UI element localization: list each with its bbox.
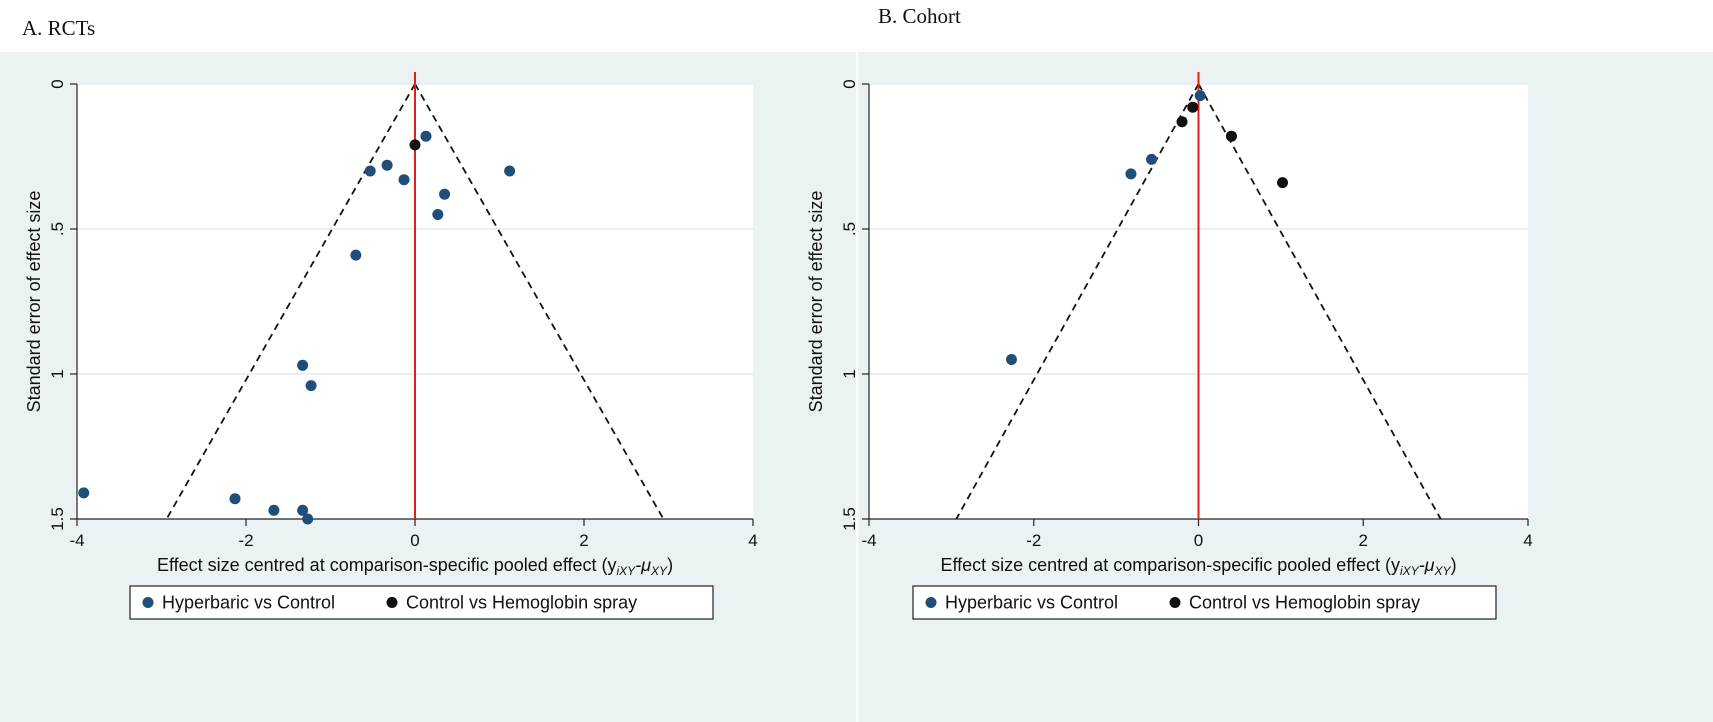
x-tick-label: 0 xyxy=(1194,531,1203,550)
point-hyperbaric-vs-control xyxy=(432,209,444,220)
legend-box xyxy=(129,585,714,620)
point-control-vs-hemoglobin-spray xyxy=(1225,130,1237,142)
point-hyperbaric-vs-control xyxy=(305,380,317,392)
y-tick-label: 0 xyxy=(48,79,67,88)
panel-b-title: B. Cohort xyxy=(878,4,961,28)
point-hyperbaric-vs-control xyxy=(1006,354,1018,365)
x-tick-label: -4 xyxy=(69,531,84,550)
y-tick-label: 1 xyxy=(48,369,67,378)
legend-label: Hyperbaric vs Control xyxy=(162,593,335,613)
point-control-vs-hemoglobin-spray xyxy=(409,139,421,151)
x-tick-label: 2 xyxy=(1359,531,1368,550)
legend-box xyxy=(912,585,1497,620)
x-tick-label: -2 xyxy=(238,531,253,550)
x-tick-label: -4 xyxy=(861,531,876,550)
y-tick-label: .5 xyxy=(840,222,859,236)
funnel-line-right xyxy=(1197,83,1442,520)
point-hyperbaric-vs-control xyxy=(1146,153,1158,165)
y-tick-label: 1.5 xyxy=(840,507,859,531)
point-hyperbaric-vs-control xyxy=(297,359,309,371)
point-hyperbaric-vs-control xyxy=(350,249,362,261)
panel-a-title: A. RCTs xyxy=(22,16,96,40)
legend-label: Hyperbaric vs Control xyxy=(945,593,1118,613)
x-tick-label: 0 xyxy=(410,531,419,550)
point-hyperbaric-vs-control xyxy=(504,165,516,177)
funnel-line-left xyxy=(955,83,1200,520)
y-tick-label: 1 xyxy=(840,369,859,378)
y-tick-label: 0 xyxy=(840,79,859,88)
point-hyperbaric-vs-control xyxy=(398,174,410,186)
point-control-vs-hemoglobin-spray xyxy=(1277,177,1289,189)
legend-marker xyxy=(386,597,398,608)
point-hyperbaric-vs-control xyxy=(229,493,241,505)
legend-label: Control vs Hemoglobin spray xyxy=(406,593,637,613)
point-hyperbaric-vs-control xyxy=(364,165,376,177)
point-hyperbaric-vs-control xyxy=(381,159,393,171)
y-tick-label: 1.5 xyxy=(48,507,67,531)
y-axis-title: Standard error of effect size xyxy=(806,191,826,413)
point-hyperbaric-vs-control xyxy=(297,504,309,516)
point-hyperbaric-vs-control xyxy=(268,504,280,516)
point-control-vs-hemoglobin-spray xyxy=(1187,101,1199,113)
point-hyperbaric-vs-control xyxy=(420,130,432,142)
point-hyperbaric-vs-control xyxy=(78,487,90,499)
legend-marker xyxy=(142,597,154,608)
x-axis-title: Effect size centred at comparison-specif… xyxy=(157,555,673,578)
x-tick-label: 2 xyxy=(579,531,588,550)
x-tick-label: 4 xyxy=(1523,531,1532,550)
panel-b: 0 .5 1 1.5-4 -2 0 2 4 Standard error of effect s… xyxy=(806,52,1713,722)
y-axis-title: Standard error of effect size xyxy=(24,191,44,413)
point-hyperbaric-vs-control xyxy=(1125,168,1137,180)
legend-marker xyxy=(925,597,937,608)
point-hyperbaric-vs-control xyxy=(439,188,451,200)
point-hyperbaric-vs-control xyxy=(302,513,314,525)
point-control-vs-hemoglobin-spray xyxy=(1176,116,1188,128)
x-tick-label: -2 xyxy=(1026,531,1041,550)
legend-label: Control vs Hemoglobin spray xyxy=(1189,593,1420,613)
y-tick-label: .5 xyxy=(48,222,67,236)
legend-marker xyxy=(1169,597,1181,608)
x-axis-title: Effect size centred at comparison-specif… xyxy=(940,555,1456,578)
point-hyperbaric-vs-control xyxy=(1194,90,1206,102)
x-tick-label: 4 xyxy=(748,531,757,550)
